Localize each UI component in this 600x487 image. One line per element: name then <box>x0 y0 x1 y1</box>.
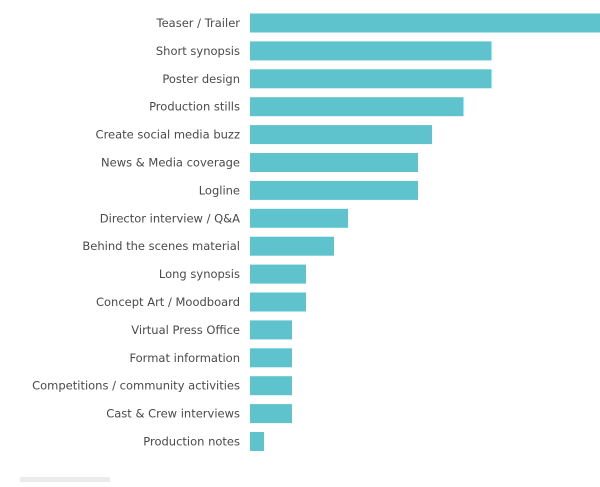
category-label: Concept Art / Moodboard <box>96 295 240 309</box>
bar <box>250 320 292 340</box>
category-label: Format information <box>129 351 240 365</box>
bar <box>250 236 334 256</box>
category-label: Virtual Press Office <box>131 323 240 337</box>
bars-group <box>250 13 600 451</box>
category-label: Create social media buzz <box>96 128 240 142</box>
bar <box>250 432 264 451</box>
bar <box>250 41 492 61</box>
category-label: Cast & Crew interviews <box>106 407 240 421</box>
bar <box>250 264 306 284</box>
bar <box>250 292 306 312</box>
source-note <box>20 477 110 482</box>
bar <box>250 180 418 200</box>
category-labels: Teaser / Trailer Short synopsis Poster des… <box>32 16 240 449</box>
category-label: News & Media coverage <box>101 156 240 170</box>
bar <box>250 348 292 368</box>
category-label: Teaser / Trailer <box>156 16 241 30</box>
category-label: Production stills <box>149 100 240 114</box>
bar <box>250 208 348 228</box>
category-label: Behind the scenes material <box>82 239 240 253</box>
bar <box>250 153 418 172</box>
category-label: Long synopsis <box>159 267 240 281</box>
category-label: Short synopsis <box>156 44 240 58</box>
category-label: Logline <box>199 183 240 197</box>
category-label: Competitions / community activities <box>32 379 240 393</box>
bar <box>250 69 492 89</box>
bar <box>250 97 464 117</box>
category-label: Production notes <box>143 435 240 449</box>
category-label: Poster design <box>162 72 240 86</box>
bar <box>250 13 600 33</box>
bar <box>250 404 292 424</box>
bar <box>250 125 432 145</box>
category-label: Director interview / Q&A <box>100 211 240 225</box>
bar <box>250 376 292 396</box>
